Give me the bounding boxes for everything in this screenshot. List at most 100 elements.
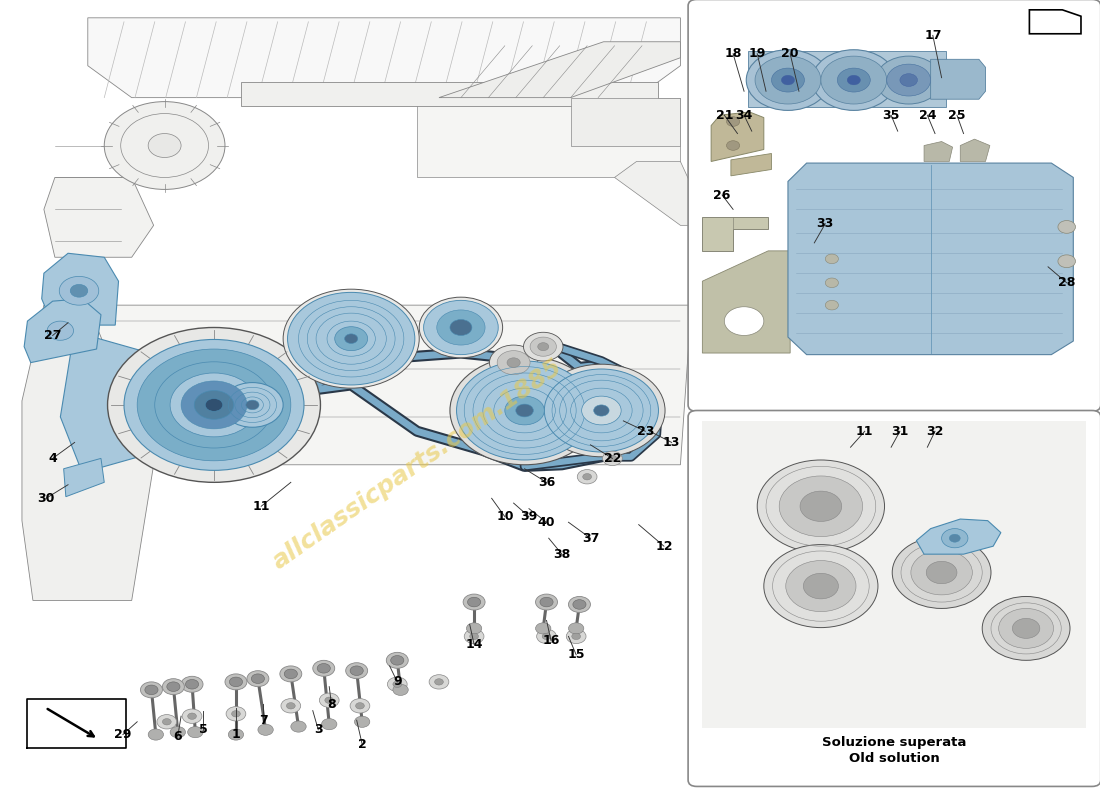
Polygon shape — [44, 178, 154, 258]
Circle shape — [317, 663, 330, 673]
Text: 5: 5 — [199, 723, 208, 736]
Text: 39: 39 — [520, 510, 538, 523]
Circle shape — [344, 334, 358, 343]
Circle shape — [167, 682, 180, 691]
Circle shape — [942, 529, 968, 548]
Circle shape — [141, 682, 163, 698]
Circle shape — [544, 369, 659, 452]
Text: 36: 36 — [538, 476, 556, 489]
Circle shape — [456, 361, 593, 460]
Polygon shape — [788, 163, 1074, 354]
Text: 11: 11 — [856, 425, 873, 438]
Circle shape — [582, 396, 621, 425]
Text: 30: 30 — [37, 492, 55, 505]
Text: 29: 29 — [114, 728, 132, 741]
Circle shape — [569, 623, 584, 634]
Circle shape — [812, 50, 895, 110]
Text: 6: 6 — [174, 730, 183, 742]
Circle shape — [821, 56, 887, 104]
Circle shape — [227, 706, 245, 721]
Polygon shape — [439, 42, 681, 98]
Circle shape — [583, 474, 592, 480]
Polygon shape — [931, 59, 986, 99]
Circle shape — [229, 729, 243, 740]
Circle shape — [104, 102, 226, 190]
Circle shape — [47, 321, 74, 340]
Circle shape — [803, 574, 838, 599]
Text: 35: 35 — [882, 109, 900, 122]
Circle shape — [536, 594, 558, 610]
Text: 27: 27 — [44, 329, 62, 342]
Circle shape — [542, 633, 551, 639]
Circle shape — [746, 50, 829, 110]
Circle shape — [390, 655, 404, 665]
Circle shape — [155, 362, 273, 448]
Circle shape — [757, 460, 884, 553]
Circle shape — [419, 297, 503, 358]
Circle shape — [437, 310, 485, 345]
Circle shape — [569, 597, 591, 613]
Circle shape — [726, 117, 739, 126]
Circle shape — [594, 405, 609, 416]
Circle shape — [726, 141, 739, 150]
Text: 38: 38 — [553, 548, 571, 561]
Circle shape — [145, 685, 158, 694]
Circle shape — [892, 537, 991, 609]
Polygon shape — [88, 18, 681, 98]
Text: 3: 3 — [314, 723, 322, 736]
Circle shape — [245, 400, 258, 410]
Circle shape — [350, 698, 370, 713]
Circle shape — [319, 693, 339, 707]
Polygon shape — [571, 98, 681, 146]
Circle shape — [926, 562, 957, 584]
Polygon shape — [77, 305, 692, 465]
Circle shape — [186, 679, 199, 689]
Circle shape — [578, 470, 597, 484]
Text: 19: 19 — [748, 47, 766, 60]
Circle shape — [825, 254, 838, 264]
Circle shape — [222, 382, 283, 427]
Circle shape — [1058, 255, 1076, 268]
Text: 21: 21 — [716, 109, 733, 122]
FancyBboxPatch shape — [689, 0, 1100, 411]
Circle shape — [280, 698, 300, 713]
Text: 11: 11 — [252, 500, 270, 513]
Circle shape — [230, 677, 242, 686]
Circle shape — [785, 561, 856, 612]
Text: 37: 37 — [582, 532, 600, 545]
Polygon shape — [748, 51, 946, 107]
FancyBboxPatch shape — [689, 410, 1100, 786]
Circle shape — [434, 678, 443, 685]
Circle shape — [279, 666, 301, 682]
Circle shape — [226, 674, 246, 690]
Circle shape — [350, 666, 363, 675]
Text: 22: 22 — [604, 452, 622, 465]
Text: 34: 34 — [736, 109, 752, 122]
Circle shape — [900, 74, 917, 86]
Circle shape — [195, 390, 234, 419]
Circle shape — [108, 327, 320, 482]
Circle shape — [429, 674, 449, 689]
Polygon shape — [22, 305, 154, 601]
Text: 14: 14 — [465, 638, 483, 651]
Circle shape — [538, 342, 549, 350]
Circle shape — [572, 633, 581, 639]
Circle shape — [290, 721, 306, 732]
Circle shape — [490, 345, 538, 380]
Circle shape — [206, 398, 223, 411]
Polygon shape — [241, 82, 659, 106]
Circle shape — [1012, 618, 1040, 638]
Circle shape — [286, 702, 295, 709]
Text: 18: 18 — [725, 47, 741, 60]
Text: 33: 33 — [816, 218, 834, 230]
Circle shape — [566, 629, 586, 643]
Polygon shape — [960, 139, 990, 162]
Text: 12: 12 — [656, 540, 673, 553]
Circle shape — [825, 300, 838, 310]
Circle shape — [1058, 221, 1076, 234]
Circle shape — [424, 300, 498, 354]
Circle shape — [138, 349, 290, 461]
Circle shape — [505, 396, 544, 425]
Circle shape — [573, 600, 586, 610]
Circle shape — [163, 718, 172, 725]
